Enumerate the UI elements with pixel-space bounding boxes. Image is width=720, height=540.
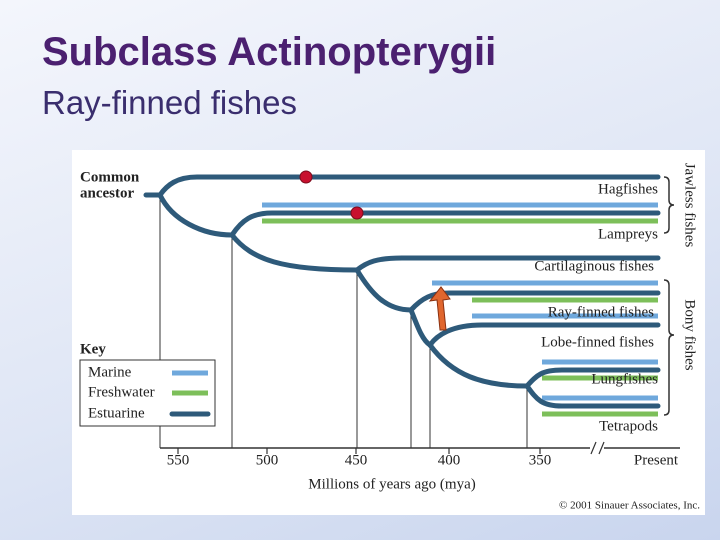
axis-label: Millions of years ago (mya) — [308, 476, 475, 492]
axis-tick-label: 400 — [438, 452, 461, 468]
key-item: Marine — [88, 364, 132, 380]
axis-tick-label: Present — [634, 452, 679, 468]
key-item: Freshwater — [88, 384, 155, 400]
key-title: Key — [80, 341, 106, 357]
axis-tick-label: 500 — [256, 452, 279, 468]
slide-subtitle: Ray-finned fishes — [42, 84, 297, 121]
red-dot — [350, 206, 364, 220]
group-label: Bony fishes — [682, 299, 698, 370]
credit: © 2001 Sinauer Associates, Inc. — [559, 500, 700, 512]
branches — [143, 174, 661, 409]
phylogeny-figure: Common ancestor Hagfishes Lampreys Carti… — [72, 150, 705, 515]
taxon-label: Tetrapods — [599, 418, 658, 434]
taxon-label: Lobe-finned fishes — [541, 334, 654, 350]
slide-title: Subclass Actinopterygii — [42, 30, 497, 74]
axis-tick-label: 550 — [167, 452, 190, 468]
highlight-arrow — [428, 286, 451, 331]
axis-tick-label: 350 — [529, 452, 552, 468]
axis-tick-label: 450 — [345, 452, 368, 468]
ancestor-label: ancestor — [80, 185, 134, 201]
taxon-label: Hagfishes — [598, 181, 658, 197]
taxon-label: Cartilaginous fishes — [534, 258, 654, 274]
taxon-label: Lampreys — [598, 226, 658, 242]
taxon-label: Lungfishes — [591, 371, 658, 387]
time-lines — [159, 195, 680, 455]
taxon-label: Ray-finned fishes — [548, 304, 654, 320]
red-dot — [299, 170, 313, 184]
ancestor-label: Common — [80, 169, 140, 185]
group-label: Jawless fishes — [682, 163, 698, 248]
key-item: Estuarine — [88, 405, 145, 421]
